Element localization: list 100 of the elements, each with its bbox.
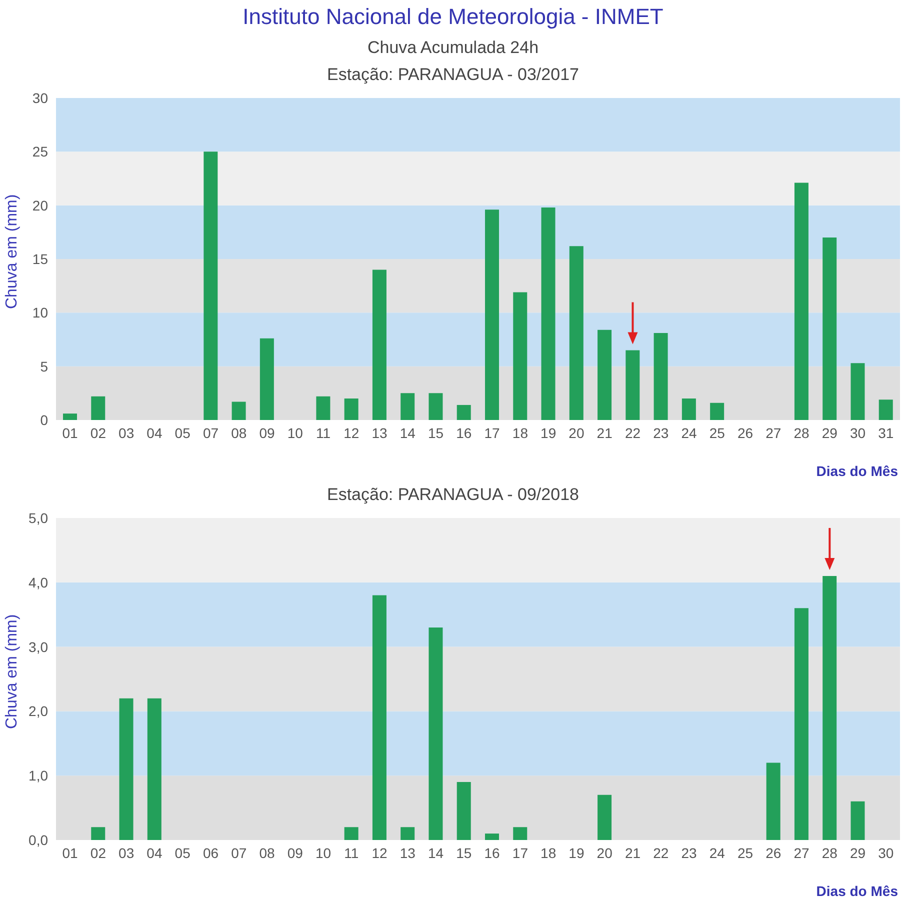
x-tick-label: 08: [231, 424, 247, 441]
x-tick-label: 22: [624, 424, 641, 441]
y-tick-label: 20: [32, 197, 48, 214]
x-tick-label: 09: [259, 424, 275, 441]
x-tick-label: 23: [681, 844, 697, 861]
x-axis-title: Dias do Mês: [815, 462, 899, 481]
bar: [260, 338, 274, 420]
bar: [316, 396, 330, 420]
x-tick-label: 20: [568, 424, 584, 441]
bar: [147, 698, 162, 840]
x-tick-label: 27: [766, 424, 782, 441]
bar: [400, 827, 415, 840]
x-tick-label: 02: [90, 844, 106, 861]
bar: [428, 393, 443, 420]
bar: [626, 350, 640, 420]
x-tick-label: 29: [822, 424, 838, 441]
x-tick-label: 29: [850, 844, 866, 861]
x-tick-label: 11: [344, 844, 359, 861]
x-tick-label: 01: [62, 424, 78, 441]
bar: [63, 414, 77, 420]
y-tick-label: 1,0: [28, 768, 48, 784]
x-tick-label: 13: [372, 424, 388, 441]
x-tick-label: 19: [540, 424, 556, 441]
x-tick-label: 27: [794, 844, 810, 861]
y-tick-label: 15: [32, 250, 48, 267]
y-tick-label: 3,0: [28, 638, 48, 655]
x-tick-label: 20: [596, 844, 613, 861]
x-tick-label: 30: [850, 424, 866, 441]
bar: [119, 698, 134, 840]
x-tick-label: 25: [737, 844, 754, 861]
bar: [513, 292, 528, 420]
x-tick-label: 05: [174, 424, 191, 441]
bar: [822, 576, 837, 840]
x-tick-label: 08: [259, 844, 275, 861]
y-tick-label: 25: [32, 144, 48, 160]
x-tick-label: 23: [653, 424, 669, 441]
x-tick-label: 11: [316, 424, 331, 441]
x-tick-label: 07: [231, 844, 247, 861]
bar: [456, 404, 471, 420]
bar: [766, 762, 780, 840]
x-tick-label: 09: [287, 844, 304, 861]
bar: [569, 246, 584, 420]
y-tick-label: 5: [40, 358, 48, 374]
bar: [850, 363, 865, 420]
x-tick-label: 16: [484, 844, 500, 861]
bar: [91, 827, 106, 840]
bar: [344, 827, 358, 840]
x-tick-label: 30: [878, 844, 894, 861]
bar: [232, 402, 246, 420]
x-tick-label: 02: [90, 424, 106, 441]
x-tick-label: 15: [456, 844, 472, 861]
bar: [400, 393, 415, 420]
bar: [794, 608, 808, 840]
y-tick-label: 30: [32, 90, 48, 106]
x-tick-label: 24: [709, 844, 726, 861]
x-tick-label: 10: [315, 844, 332, 861]
bar: [682, 398, 696, 420]
bar: [204, 152, 218, 420]
text: Instituto Nacional de Meteorologia - INMET: [242, 3, 664, 31]
bar: [91, 396, 106, 420]
bar: [513, 827, 528, 840]
y-tick-label: 2,0: [28, 703, 48, 720]
x-axis-title: Dias do Mês: [815, 882, 899, 901]
y-tick-label: 0: [40, 412, 48, 428]
x-tick-label: 14: [400, 424, 416, 441]
bar: [485, 210, 499, 420]
x-tick-label: 24: [681, 424, 697, 441]
y-tick-label: 0,0: [28, 832, 48, 848]
x-tick-label: 03: [118, 424, 134, 441]
x-tick-label: 06: [202, 844, 219, 861]
y-tick-label: 5,0: [28, 510, 48, 526]
x-tick-label: 13: [400, 844, 416, 861]
x-tick-label: 21: [596, 424, 613, 441]
x-tick-label: 25: [709, 424, 726, 441]
x-tick-label: 12: [372, 844, 388, 861]
x-tick-label: 04: [146, 844, 162, 861]
x-tick-label: 10: [287, 424, 304, 441]
x-tick-label: 18: [540, 844, 556, 861]
bar: [485, 834, 499, 840]
x-tick-label: 19: [568, 844, 584, 861]
x-tick-label: 26: [766, 844, 782, 861]
x-tick-label: 26: [737, 424, 754, 441]
chart-title: Estação: PARANAGUA - 03/2017: [326, 64, 580, 86]
bar: [710, 402, 724, 420]
bar: [372, 595, 386, 840]
y-tick-label: 4,0: [28, 574, 48, 590]
bar: [598, 794, 612, 840]
bar: [344, 398, 358, 420]
x-tick-label: 21: [624, 844, 641, 861]
x-tick-label: 04: [146, 424, 162, 441]
x-tick-label: 12: [344, 424, 360, 441]
y-tick-label: 10: [32, 304, 48, 321]
text: Chuva Acumulada 24h: [366, 37, 540, 59]
x-tick-label: 22: [653, 844, 669, 861]
bar: [456, 782, 471, 840]
y-axis-title: Chuva em (mm): [4, 614, 21, 729]
x-tick-label: 15: [428, 424, 444, 441]
x-tick-label: 16: [456, 424, 472, 441]
chart-title: Estação: PARANAGUA - 09/2018: [326, 484, 580, 506]
x-tick-label: 17: [484, 424, 500, 441]
